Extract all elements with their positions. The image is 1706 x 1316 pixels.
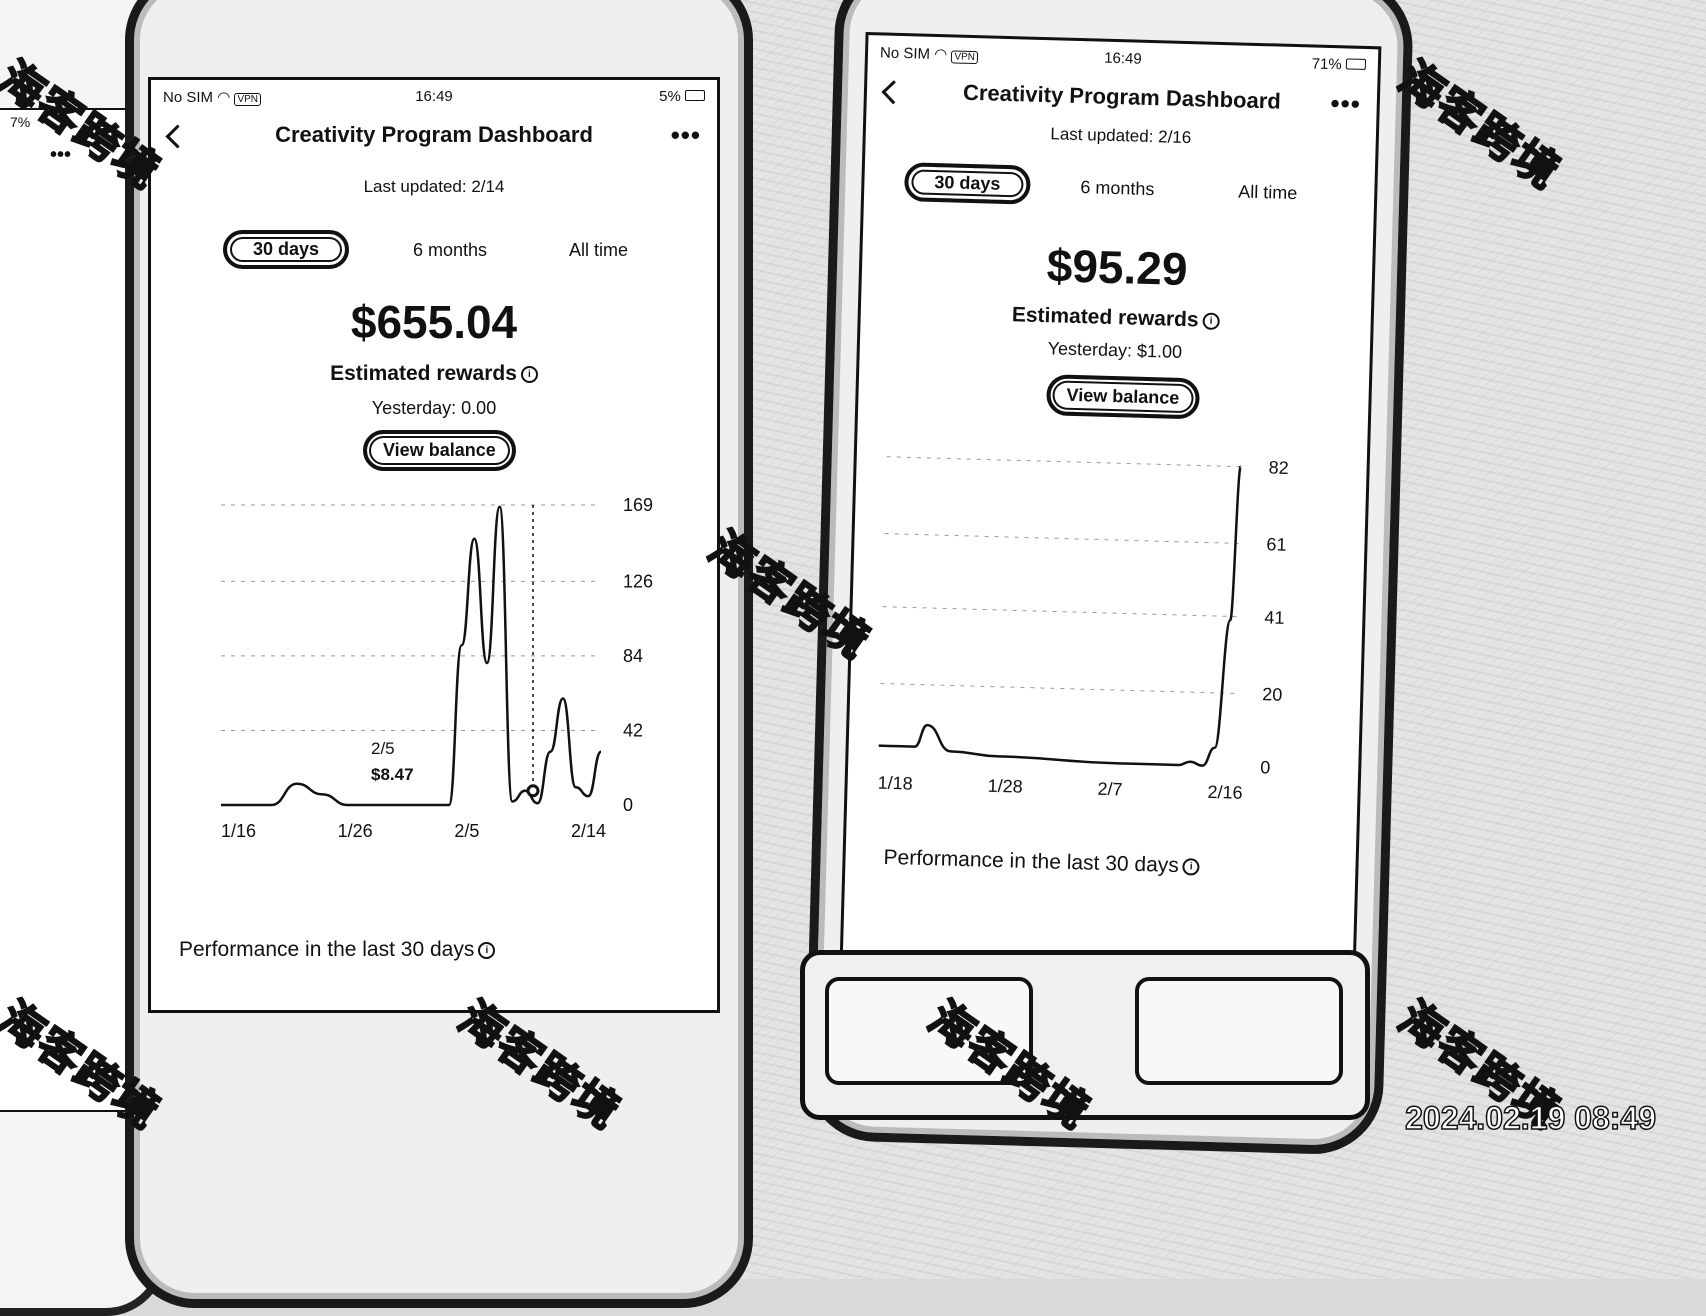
x-tick-label: 2/7 <box>1097 779 1123 800</box>
header-bar: Creativity Program Dashboard ••• <box>151 120 717 170</box>
rewards-amount: $655.04 <box>151 295 717 349</box>
y-tick-label: 84 <box>623 646 643 666</box>
y-tick-label: 169 <box>623 495 653 515</box>
view-balance-button[interactable]: View balance <box>1046 374 1200 419</box>
tab-30-days[interactable]: 30 days <box>904 162 1031 205</box>
tab-all-time[interactable]: All time <box>569 240 628 261</box>
tab-6-months[interactable]: 6 months <box>1080 177 1155 200</box>
gridline <box>885 534 1245 544</box>
status-bar: No SIM ◠ VPN 16:49 71% <box>868 43 1378 81</box>
photo-timestamp: 2024.02.19 08:49 <box>1405 1100 1656 1137</box>
tab-30-days[interactable]: 30 days <box>223 230 349 269</box>
gridline <box>880 683 1240 693</box>
rewards-chart-right: 0 20 41 61 82 1/18 1/28 2/7 2/16 <box>857 441 1347 814</box>
status-time: 16:49 <box>868 43 1378 74</box>
status-time: 16:49 <box>151 88 717 105</box>
x-tick-label: 1/26 <box>338 821 373 841</box>
y-tick-label: 42 <box>623 720 643 740</box>
status-bar: No SIM ◠ VPN 16:49 5% <box>151 88 717 112</box>
gridline <box>887 457 1247 467</box>
x-tick-label: 2/5 <box>454 821 479 841</box>
period-tabs: 30 days 6 months All time <box>151 230 717 274</box>
battery-icon <box>1346 58 1366 70</box>
gridline <box>883 607 1243 617</box>
page-title: Creativity Program Dashboard <box>867 77 1378 117</box>
view-balance-button[interactable]: View balance <box>363 430 516 471</box>
rewards-amount: $95.29 <box>861 233 1372 301</box>
y-tick-label: 61 <box>1266 534 1287 555</box>
rewards-chart-left: 0 42 84 126 169 1/16 1/26 2/5 2/14 <box>191 490 671 850</box>
phone-right-screen: No SIM ◠ VPN 16:49 71% Creativity Progra… <box>839 32 1381 992</box>
x-tick-label: 1/28 <box>987 776 1023 797</box>
more-icon[interactable]: ••• <box>1330 88 1361 120</box>
y-tick-label: 0 <box>1260 757 1271 777</box>
tray-slot-right <box>1135 977 1343 1085</box>
battery-icon <box>685 90 705 101</box>
tooltip-value: $8.47 <box>371 762 414 788</box>
period-tabs: 30 days 6 months All time <box>864 161 1375 219</box>
page-title: Creativity Program Dashboard <box>151 122 717 148</box>
info-icon[interactable]: i <box>1202 312 1219 329</box>
tooltip-date: 2/5 <box>371 736 414 762</box>
yesterday-value: Yesterday: 0.00 <box>151 398 717 419</box>
x-tick-label: 2/14 <box>571 821 606 841</box>
phone-left-screen: No SIM ◠ VPN 16:49 5% Creativity Program… <box>148 77 720 1013</box>
info-icon[interactable]: i <box>521 366 538 383</box>
info-icon[interactable]: i <box>1183 858 1200 875</box>
tab-all-time[interactable]: All time <box>1238 181 1298 204</box>
y-tick-label: 0 <box>623 795 633 815</box>
battery-indicator: 5% <box>659 88 705 105</box>
y-tick-label: 82 <box>1268 457 1289 478</box>
y-tick-label: 20 <box>1262 684 1283 705</box>
chart-tooltip: 2/5 $8.47 <box>371 736 414 788</box>
y-tick-label: 126 <box>623 571 653 591</box>
x-tick-label: 2/16 <box>1207 782 1243 803</box>
info-icon[interactable]: i <box>478 942 495 959</box>
yesterday-value: Yesterday: $1.00 <box>860 333 1370 368</box>
tab-6-months[interactable]: 6 months <box>413 240 487 261</box>
x-tick-label: 1/16 <box>221 821 256 841</box>
hover-marker <box>528 786 538 796</box>
battery-indicator: 71% <box>1311 55 1366 74</box>
y-tick-label: 41 <box>1264 607 1285 628</box>
x-tick-label: 1/18 <box>877 773 913 794</box>
more-icon[interactable]: ••• <box>671 120 701 151</box>
last-updated: Last updated: 2/14 <box>151 177 717 197</box>
series-line <box>878 457 1240 767</box>
phone-left: No SIM ◠ VPN 16:49 5% Creativity Program… <box>125 0 753 1308</box>
